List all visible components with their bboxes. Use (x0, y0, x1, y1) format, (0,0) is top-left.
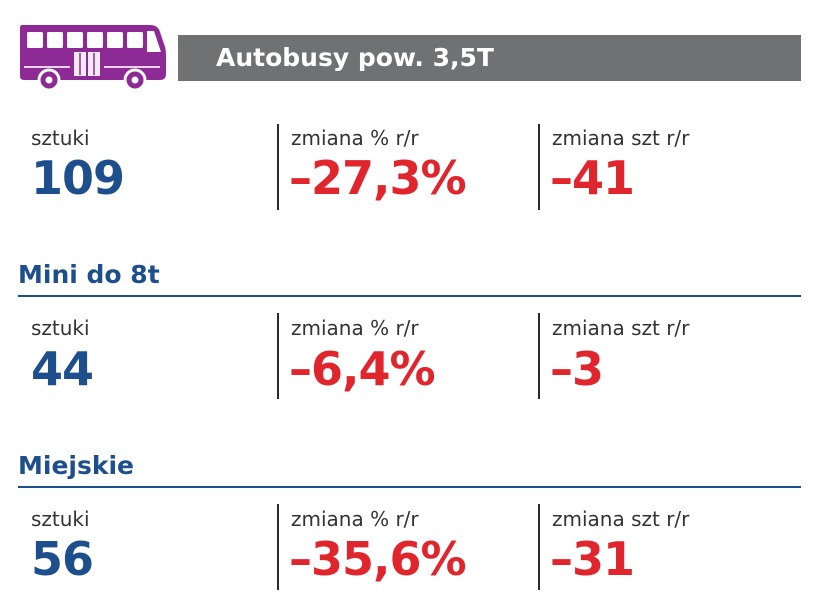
section-title: Miejskie (18, 451, 135, 480)
stat-value-unit-change: –31 (550, 532, 635, 586)
column-divider (277, 504, 279, 590)
column-divider (538, 504, 540, 590)
header-bar: Autobusy pow. 3,5T (178, 35, 801, 81)
stat-label-count: sztuki (31, 316, 90, 340)
page-title: Autobusy pow. 3,5T (216, 43, 494, 72)
stat-label-unit-change: zmiana szt r/r (552, 126, 690, 150)
stat-label-count: sztuki (31, 126, 90, 150)
bus-icon (20, 25, 166, 92)
section-divider (18, 295, 801, 297)
stat-value-count: 44 (31, 342, 94, 396)
stat-value-percent-change: –35,6% (289, 532, 467, 586)
column-divider (538, 313, 540, 399)
stat-label-unit-change: zmiana szt r/r (552, 316, 690, 340)
section-divider (18, 486, 801, 488)
stat-value-percent-change: –27,3% (289, 151, 467, 205)
column-divider (277, 124, 279, 210)
section-title: Mini do 8t (18, 260, 160, 289)
column-divider (538, 124, 540, 210)
stat-value-count: 109 (31, 151, 125, 205)
stat-value-unit-change: –41 (550, 151, 635, 205)
stat-label-percent-change: zmiana % r/r (291, 126, 419, 150)
stat-value-unit-change: –3 (550, 342, 604, 396)
column-divider (277, 313, 279, 399)
stat-label-unit-change: zmiana szt r/r (552, 507, 690, 531)
stat-label-count: sztuki (31, 507, 90, 531)
stat-value-percent-change: –6,4% (289, 342, 436, 396)
stat-label-percent-change: zmiana % r/r (291, 507, 419, 531)
stat-value-count: 56 (31, 532, 94, 586)
stat-label-percent-change: zmiana % r/r (291, 316, 419, 340)
